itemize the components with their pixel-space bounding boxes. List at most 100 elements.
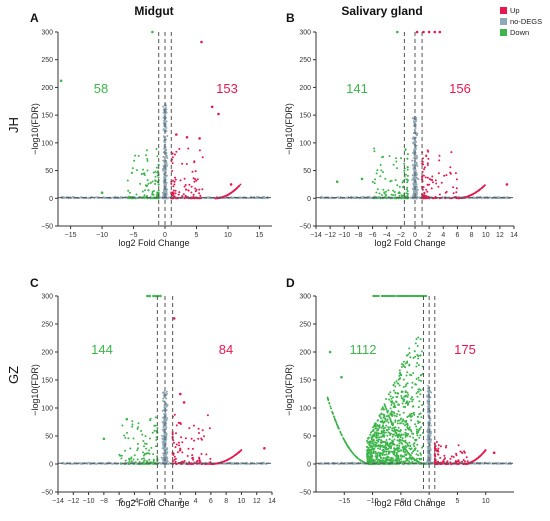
panel-c-point-nodeg [165,392,168,395]
panel-a-point-nodeg [94,196,97,199]
panel-b-point-down [400,157,402,160]
panel-d-point-down [419,393,422,396]
panel-d-point-down [402,405,405,408]
legend-label-nodeg: no-DEGS [510,17,542,26]
panel-b-point-up [430,187,433,190]
panel-d-point-down [414,383,417,386]
panel-d-point-down [375,442,378,444]
panel-b-point-up [425,154,428,157]
panel-a-point-nodeg [165,116,168,119]
panel-d-point-down [400,373,403,376]
panel-d-point-down [406,371,409,374]
panel-c-point-down [156,455,159,458]
panel-c-xtick-label: 4 [194,498,198,505]
panel-a-point-down [136,169,138,172]
panel-b-point-down [400,194,403,197]
panel-b-ytick-label: 150 [299,113,311,120]
panel-a-point-down [157,189,160,192]
panel-b-point-nodeg [505,196,508,199]
panel-c-point-up [193,424,195,427]
panel-d-point-down [380,413,383,415]
panel-b-point-down [387,189,390,192]
panel-c-point-up [197,437,200,440]
panel-b-point-down [398,185,401,188]
panel-a-point-down [154,170,157,173]
panel-a-point-nodeg [162,195,165,198]
panel-d-point-down [415,338,418,341]
panel-b-point-down [371,180,374,183]
panel-d-point-down [411,452,413,455]
panel-c-point-down [141,457,143,460]
panel-c-point-nodeg [162,400,165,402]
panel-b-point-down [406,157,409,160]
panel-c-point-down [154,416,157,419]
panel-c-point-up [180,436,183,439]
panel-d-point-down [367,457,369,460]
panel-b-point-up [426,190,429,193]
panel-d-point-down [395,451,398,454]
panel-c-point-down [137,426,140,429]
panel-d-point-down [410,412,413,415]
panel-b-point-down [402,186,404,189]
panel-b-xtick-label: −14 [310,232,322,239]
panel-d-point-down [410,447,413,450]
panel-b-ytick-label: 100 [299,140,311,147]
panel-d-point-down [406,391,409,394]
panel-c-point-up [208,427,211,430]
panel-b-point-down [405,173,407,176]
panel-c-point-up [173,441,175,444]
panel-a-xtick-label: −10 [96,232,108,239]
panel-c-point-down [137,447,139,450]
panel-c-point-up [198,432,200,434]
panel-a-ytick-label: 250 [41,57,53,64]
panel-b-point-down [380,194,383,196]
panel-b-point-nodeg [411,164,414,167]
panel-b-point-down [395,157,397,160]
panel-a-point-down [147,182,150,185]
legend: Up no-DEGS Down [500,6,542,37]
panel-c-point-up [176,451,179,454]
panel-c-point-nodeg [162,397,165,400]
panel-d-point-nodeg [428,447,431,450]
panel-c-point-up [237,451,240,454]
panel-b-point-down [394,193,397,196]
panel-c-down-count: 144 [91,342,113,357]
panel-c-point-down [128,458,131,461]
panel-d-point-down [394,419,397,422]
panel-d-point-down [416,415,419,418]
panel-b-point-up [452,192,455,195]
panel-a-point-down [135,193,138,196]
panel-a-point-down [146,158,149,160]
panel-b-point-down [392,189,395,192]
panel-d-point-down [383,429,386,432]
panel-b-point-down [392,194,395,197]
panel-a-point-up [198,149,201,152]
panel-letter-a: A [30,11,39,25]
panel-b-point-up [426,176,429,179]
panel-c-xtick-label: −12 [67,498,79,505]
panel-a-point-nodeg [165,191,168,194]
panel-d-point-down [380,456,383,459]
panel-c-point-down [120,457,123,460]
panel-b-point-down [401,181,404,184]
panel-c-point-down [126,431,128,434]
panel-a-point-down [155,148,158,150]
panel-b-point-up [449,171,452,174]
panel-d-point-down [381,419,384,422]
panel-b-point-down [379,164,382,166]
panel-d-point-down [370,438,373,441]
panel-a-point-down [154,183,157,185]
panel-d-point-down [394,421,397,423]
panel-b-point-up [424,197,427,200]
panel-b-point-nodeg [414,127,417,129]
panel-b-point-down [406,174,409,177]
panel-b-point-nodeg [415,144,418,147]
panel-c-point-up [191,447,194,450]
panel-c-point-up [191,454,194,457]
panel-c-point-down [146,294,149,298]
panel-a-point-up [183,185,186,188]
panel-b-point-up [438,30,442,34]
panel-a-point-nodeg [164,155,167,158]
panel-a-point-up [179,179,182,182]
